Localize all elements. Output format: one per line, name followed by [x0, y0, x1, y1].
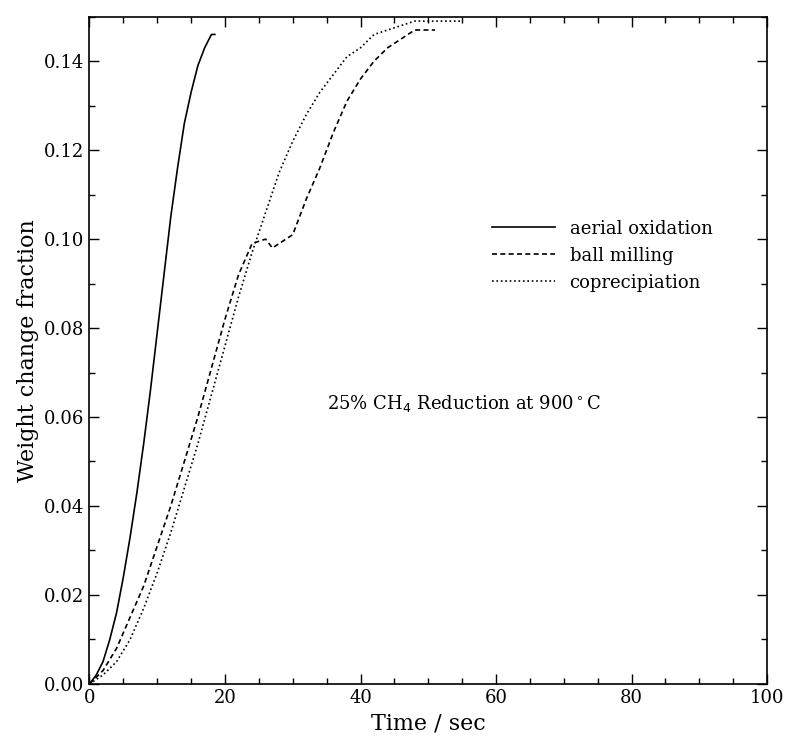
aerial oxidation: [85, 680, 95, 689]
ball milling: [139, 581, 148, 590]
Y-axis label: Weight change fraction: Weight change fraction: [17, 219, 38, 481]
coprecipiation: [369, 30, 379, 39]
aerial oxidation: [193, 61, 203, 70]
aerial oxidation: [132, 488, 142, 497]
ball milling: [315, 164, 324, 173]
coprecipiation: [99, 671, 108, 680]
ball milling: [288, 230, 297, 239]
coprecipiation: [234, 292, 244, 301]
coprecipiation: [288, 137, 297, 146]
ball milling: [342, 97, 352, 106]
coprecipiation: [248, 248, 257, 257]
Text: 25% CH$_4$ Reduction at 900$^\circ$C: 25% CH$_4$ Reduction at 900$^\circ$C: [327, 394, 601, 414]
ball milling: [268, 243, 277, 252]
Line: aerial oxidation: aerial oxidation: [90, 35, 215, 684]
aerial oxidation: [125, 532, 135, 541]
coprecipiation: [424, 17, 433, 26]
ball milling: [356, 74, 365, 83]
ball milling: [281, 234, 291, 243]
coprecipiation: [220, 342, 230, 351]
coprecipiation: [85, 680, 95, 689]
ball milling: [99, 666, 108, 675]
ball milling: [234, 270, 244, 279]
aerial oxidation: [173, 164, 183, 173]
ball milling: [430, 26, 440, 35]
ball milling: [248, 239, 257, 248]
coprecipiation: [356, 44, 365, 53]
coprecipiation: [207, 391, 216, 400]
ball milling: [301, 195, 311, 204]
aerial oxidation: [207, 30, 216, 39]
coprecipiation: [437, 17, 447, 26]
coprecipiation: [451, 17, 461, 26]
ball milling: [166, 502, 175, 511]
Line: coprecipiation: coprecipiation: [90, 21, 462, 684]
coprecipiation: [125, 635, 135, 644]
ball milling: [85, 680, 95, 689]
ball milling: [410, 26, 420, 35]
aerial oxidation: [159, 270, 169, 279]
ball milling: [125, 613, 135, 622]
ball milling: [193, 412, 203, 421]
coprecipiation: [139, 604, 148, 613]
coprecipiation: [152, 569, 162, 578]
ball milling: [152, 541, 162, 550]
ball milling: [220, 315, 230, 324]
coprecipiation: [301, 110, 311, 119]
aerial oxidation: [146, 386, 155, 395]
coprecipiation: [410, 17, 420, 26]
coprecipiation: [457, 17, 467, 26]
Legend: aerial oxidation, ball milling, coprecipiation: aerial oxidation, ball milling, coprecip…: [485, 213, 719, 299]
ball milling: [261, 234, 271, 243]
coprecipiation: [179, 484, 189, 493]
ball milling: [396, 35, 406, 44]
coprecipiation: [275, 168, 284, 177]
aerial oxidation: [210, 30, 219, 39]
aerial oxidation: [166, 213, 175, 222]
coprecipiation: [112, 657, 122, 666]
aerial oxidation: [179, 119, 189, 128]
aerial oxidation: [99, 657, 108, 666]
ball milling: [207, 363, 216, 372]
aerial oxidation: [119, 573, 128, 582]
coprecipiation: [396, 21, 406, 30]
ball milling: [383, 44, 392, 53]
ball milling: [328, 128, 338, 137]
aerial oxidation: [105, 635, 115, 644]
aerial oxidation: [199, 44, 209, 53]
coprecipiation: [342, 53, 352, 62]
aerial oxidation: [112, 608, 122, 617]
coprecipiation: [193, 439, 203, 448]
X-axis label: Time / sec: Time / sec: [371, 713, 485, 734]
coprecipiation: [328, 70, 338, 79]
Line: ball milling: ball milling: [90, 30, 435, 684]
aerial oxidation: [91, 671, 101, 680]
coprecipiation: [261, 208, 271, 217]
coprecipiation: [383, 26, 392, 35]
aerial oxidation: [187, 88, 196, 97]
aerial oxidation: [139, 439, 148, 448]
ball milling: [369, 56, 379, 65]
ball milling: [424, 26, 433, 35]
ball milling: [275, 239, 284, 248]
ball milling: [112, 644, 122, 653]
ball milling: [179, 457, 189, 466]
coprecipiation: [315, 88, 324, 97]
coprecipiation: [166, 528, 175, 537]
aerial oxidation: [152, 328, 162, 337]
